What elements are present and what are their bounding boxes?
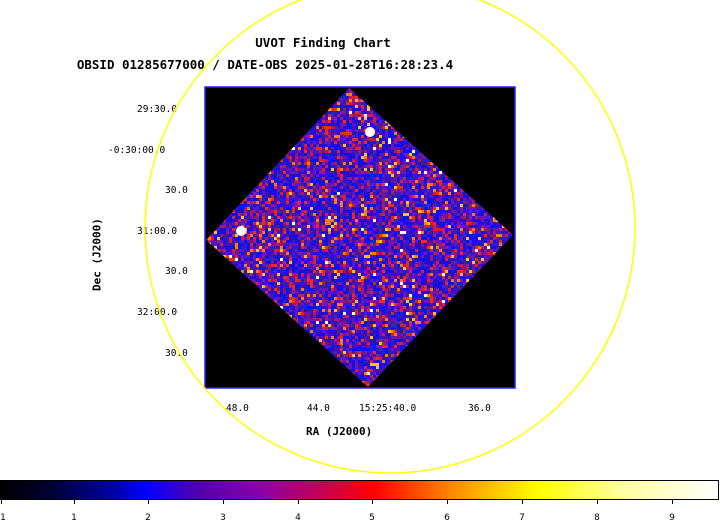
colorbar-tick-label: 7: [519, 513, 525, 523]
colorbar-tick: [447, 500, 448, 504]
colorbar-tick-label: 1: [71, 513, 77, 523]
colorbar-tick: [597, 500, 598, 504]
colorbar-tick-label: 8: [594, 513, 600, 523]
colorbar-tick: [672, 500, 673, 504]
colorbar-tick: [372, 500, 373, 504]
colorbar-gradient: [0, 480, 719, 500]
colorbar-tick: [148, 500, 149, 504]
colorbar: 1 1 2 3 4 5 6 7 8 9: [0, 480, 720, 521]
colorbar-tick-label: 5: [369, 513, 375, 523]
colorbar-tick: [522, 500, 523, 504]
colorbar-tick-label: 1: [0, 513, 6, 523]
colorbar-tick-label: 2: [145, 513, 151, 523]
colorbar-tick-label: 3: [220, 513, 226, 523]
colorbar-tick: [74, 500, 75, 504]
bright-source: [365, 127, 375, 137]
colorbar-tick: [298, 500, 299, 504]
colorbar-tick-label: 9: [669, 513, 675, 523]
bright-source: [236, 226, 246, 236]
colorbar-tick: [1, 500, 2, 504]
colorbar-tick-label: 6: [444, 513, 450, 523]
colorbar-tick-label: 4: [295, 513, 301, 523]
colorbar-tick: [223, 500, 224, 504]
